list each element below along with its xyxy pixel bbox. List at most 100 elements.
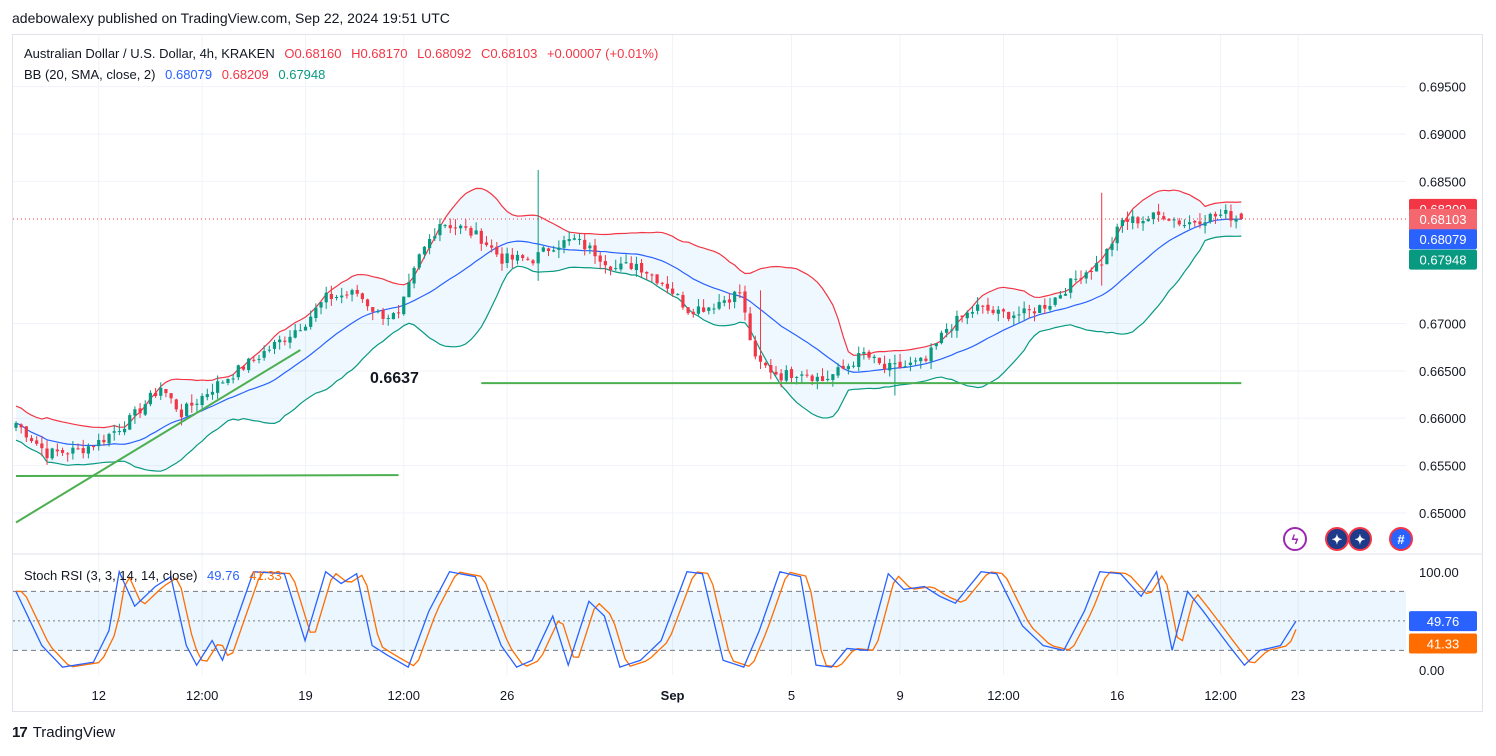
candle-body <box>1084 272 1088 279</box>
candle-body <box>50 448 54 459</box>
chart-frame[interactable]: 0.65000 0.65500 0.66000 0.66500 0.67000 0.685… <box>12 34 1483 712</box>
candle-body <box>955 315 959 331</box>
candle-body <box>572 238 576 240</box>
candle-body <box>66 453 70 455</box>
candle-body <box>112 431 116 433</box>
candle-body <box>614 268 618 270</box>
candle-body <box>950 329 954 331</box>
candle-body <box>1017 314 1021 316</box>
candle-body <box>60 450 65 453</box>
candle-body <box>815 376 819 382</box>
stoch-y-tick-label: 0.00 <box>1419 663 1444 678</box>
candle-body <box>1001 309 1006 312</box>
candle-body <box>1136 217 1140 224</box>
candle-body <box>650 274 654 276</box>
candle-body <box>278 339 282 343</box>
candle-body <box>1007 311 1011 320</box>
candle-body <box>55 449 59 452</box>
bb-label: BB (20, SMA, close, 2) <box>24 67 156 82</box>
candle-body <box>665 283 670 289</box>
candle-body <box>722 300 726 303</box>
chart-canvas[interactable]: 0.65000 0.65500 0.66000 0.66500 0.67000 0.685… <box>13 35 1483 712</box>
candle-body <box>521 255 525 259</box>
candle-body <box>872 356 876 358</box>
candle-body <box>986 304 990 311</box>
candle-body <box>784 370 788 381</box>
candle-body <box>391 313 396 320</box>
candle-body <box>691 311 695 315</box>
candle-body <box>1151 212 1155 220</box>
candle-body <box>19 424 23 428</box>
candle-body <box>1089 270 1093 272</box>
candle-body <box>91 446 96 448</box>
support-level-label: 0.6637 <box>370 370 419 387</box>
candle-body <box>748 313 752 341</box>
candle-body <box>143 404 147 415</box>
bb-basis-line <box>15 218 1242 447</box>
candle-body <box>1219 214 1223 216</box>
stoch-d-badge-bg <box>1409 633 1477 654</box>
candle-body <box>340 295 344 298</box>
bb-legend: BB (20, SMA, close, 2) 0.68079 0.68209 0… <box>24 67 331 82</box>
candle-body <box>293 330 297 338</box>
candle-body <box>929 347 933 362</box>
candle-body <box>820 376 825 382</box>
candle-body <box>960 315 964 318</box>
bb-lower-line <box>15 235 1242 472</box>
candle-body <box>939 332 944 344</box>
candle-body <box>272 342 277 349</box>
x-tick-label: 12 <box>91 688 105 703</box>
candle-body <box>309 316 313 327</box>
candle-body <box>1100 264 1104 266</box>
candle-body <box>707 307 711 311</box>
stoch-k-badge-bg <box>1409 611 1477 632</box>
candle-body <box>226 378 230 383</box>
candle-body <box>185 403 189 417</box>
stoch-k-value: 49.76 <box>207 568 240 583</box>
candle-body <box>319 302 323 308</box>
candle-body <box>536 252 540 264</box>
tradingview-logo-icon: 17 <box>12 724 28 741</box>
candle-body <box>133 409 137 416</box>
candle-body <box>515 254 520 261</box>
stoch-d-badge: 41.33 <box>1427 636 1460 651</box>
candle-body <box>329 293 333 300</box>
candle-body <box>433 236 437 239</box>
candle-body <box>1213 213 1218 217</box>
bb-lower-value: 0.67948 <box>278 67 326 82</box>
candle-body <box>283 340 287 342</box>
candle-body <box>965 312 969 319</box>
candle-body <box>758 355 763 362</box>
candle-body <box>1187 222 1192 225</box>
candle-body <box>324 292 328 303</box>
candle-body <box>386 318 390 320</box>
candle-body <box>469 228 473 236</box>
candle-body <box>40 443 44 449</box>
candle-body <box>365 299 370 307</box>
candle-body <box>1167 218 1171 221</box>
candle-body <box>634 263 638 271</box>
candle-body <box>417 254 421 268</box>
candle-body <box>919 357 923 362</box>
candle-body <box>231 378 235 380</box>
y-tick-label: 0.66500 <box>1419 364 1466 379</box>
candle-body <box>241 366 246 370</box>
candle-body <box>107 433 111 444</box>
au-flag-event-icon-glyph: ✦ <box>1355 532 1366 547</box>
candle-body <box>345 294 349 296</box>
candle-body <box>459 225 463 229</box>
candle-body <box>128 415 132 430</box>
candle-body <box>862 351 866 354</box>
candle-body <box>552 250 556 252</box>
candle-body <box>1115 226 1119 244</box>
candle-body <box>857 353 861 367</box>
candle-body <box>381 309 385 319</box>
bb-upper-line <box>15 187 1242 429</box>
candle-body <box>1043 304 1047 309</box>
bb-lower-badge-bg <box>1409 249 1477 270</box>
x-tick-label: 5 <box>788 688 795 703</box>
candle-body <box>402 296 406 315</box>
lightning-event-icon-glyph: ϟ <box>1292 532 1299 547</box>
candle-body <box>660 282 664 284</box>
candle-body <box>805 374 809 376</box>
